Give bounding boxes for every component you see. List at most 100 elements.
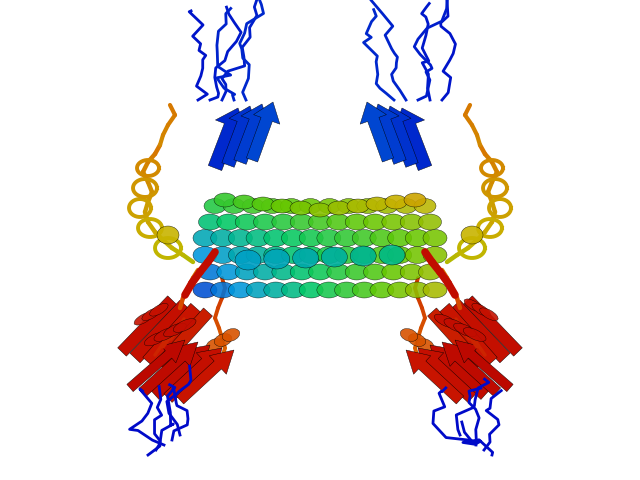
Ellipse shape — [228, 229, 252, 247]
Ellipse shape — [376, 199, 398, 214]
Ellipse shape — [246, 247, 270, 264]
Ellipse shape — [423, 229, 447, 247]
Ellipse shape — [290, 214, 313, 230]
Ellipse shape — [282, 282, 305, 298]
Ellipse shape — [370, 282, 394, 298]
Ellipse shape — [423, 282, 447, 298]
Ellipse shape — [419, 264, 442, 280]
Ellipse shape — [444, 319, 467, 332]
Ellipse shape — [290, 201, 312, 215]
Ellipse shape — [327, 214, 350, 230]
Ellipse shape — [235, 250, 261, 270]
Ellipse shape — [214, 193, 236, 207]
Ellipse shape — [388, 282, 412, 298]
Ellipse shape — [246, 282, 270, 298]
Ellipse shape — [217, 214, 240, 230]
Ellipse shape — [345, 264, 368, 280]
Ellipse shape — [145, 332, 167, 346]
Ellipse shape — [416, 338, 434, 351]
Ellipse shape — [404, 193, 426, 207]
Ellipse shape — [214, 334, 232, 347]
Ellipse shape — [382, 264, 405, 280]
Ellipse shape — [211, 282, 235, 298]
Ellipse shape — [335, 282, 358, 298]
Ellipse shape — [317, 229, 341, 247]
Ellipse shape — [382, 214, 405, 230]
Ellipse shape — [233, 195, 255, 209]
Ellipse shape — [193, 247, 217, 264]
Polygon shape — [130, 300, 190, 363]
Ellipse shape — [228, 282, 252, 298]
Ellipse shape — [379, 245, 405, 265]
Ellipse shape — [198, 264, 221, 280]
Ellipse shape — [454, 323, 476, 337]
Ellipse shape — [370, 247, 394, 264]
Polygon shape — [234, 104, 270, 164]
Ellipse shape — [352, 229, 376, 247]
Ellipse shape — [405, 229, 429, 247]
Ellipse shape — [261, 199, 284, 214]
Ellipse shape — [405, 282, 429, 298]
Ellipse shape — [461, 226, 483, 244]
Ellipse shape — [463, 328, 486, 341]
Polygon shape — [393, 108, 432, 170]
Ellipse shape — [335, 247, 358, 264]
Ellipse shape — [280, 199, 302, 214]
Ellipse shape — [142, 308, 161, 321]
Ellipse shape — [193, 229, 217, 247]
Ellipse shape — [321, 247, 348, 267]
Ellipse shape — [352, 247, 376, 264]
Ellipse shape — [317, 282, 341, 298]
Polygon shape — [442, 342, 500, 396]
Polygon shape — [370, 104, 406, 164]
Ellipse shape — [222, 329, 240, 341]
Polygon shape — [151, 345, 210, 399]
Ellipse shape — [388, 229, 412, 247]
Polygon shape — [156, 308, 212, 369]
Polygon shape — [428, 308, 484, 369]
Ellipse shape — [164, 323, 186, 337]
Ellipse shape — [299, 282, 323, 298]
Polygon shape — [406, 350, 463, 404]
Ellipse shape — [299, 247, 323, 264]
Ellipse shape — [352, 282, 376, 298]
Ellipse shape — [388, 247, 412, 264]
Ellipse shape — [290, 264, 313, 280]
Polygon shape — [140, 342, 198, 396]
Ellipse shape — [264, 247, 288, 264]
Ellipse shape — [400, 264, 423, 280]
Polygon shape — [418, 348, 476, 402]
Ellipse shape — [356, 199, 379, 214]
Ellipse shape — [366, 197, 388, 211]
Ellipse shape — [308, 214, 332, 230]
Ellipse shape — [242, 199, 264, 214]
Ellipse shape — [370, 229, 394, 247]
Polygon shape — [430, 345, 489, 399]
Polygon shape — [143, 303, 201, 367]
Ellipse shape — [173, 319, 196, 332]
Polygon shape — [164, 348, 222, 402]
Ellipse shape — [327, 264, 350, 280]
Ellipse shape — [364, 214, 387, 230]
Ellipse shape — [198, 214, 221, 230]
Polygon shape — [208, 108, 247, 170]
Polygon shape — [450, 300, 510, 363]
Ellipse shape — [385, 195, 407, 209]
Ellipse shape — [271, 199, 293, 213]
Polygon shape — [455, 340, 513, 392]
Ellipse shape — [395, 199, 417, 214]
Ellipse shape — [217, 264, 240, 280]
Polygon shape — [463, 296, 522, 356]
Polygon shape — [246, 102, 280, 162]
Ellipse shape — [154, 328, 177, 341]
Ellipse shape — [272, 264, 295, 280]
Polygon shape — [382, 106, 418, 168]
Ellipse shape — [335, 229, 358, 247]
Ellipse shape — [319, 199, 340, 214]
Ellipse shape — [150, 303, 168, 316]
Ellipse shape — [308, 264, 332, 280]
Ellipse shape — [309, 203, 331, 217]
Ellipse shape — [405, 247, 429, 264]
Ellipse shape — [193, 282, 217, 298]
Ellipse shape — [134, 312, 152, 325]
